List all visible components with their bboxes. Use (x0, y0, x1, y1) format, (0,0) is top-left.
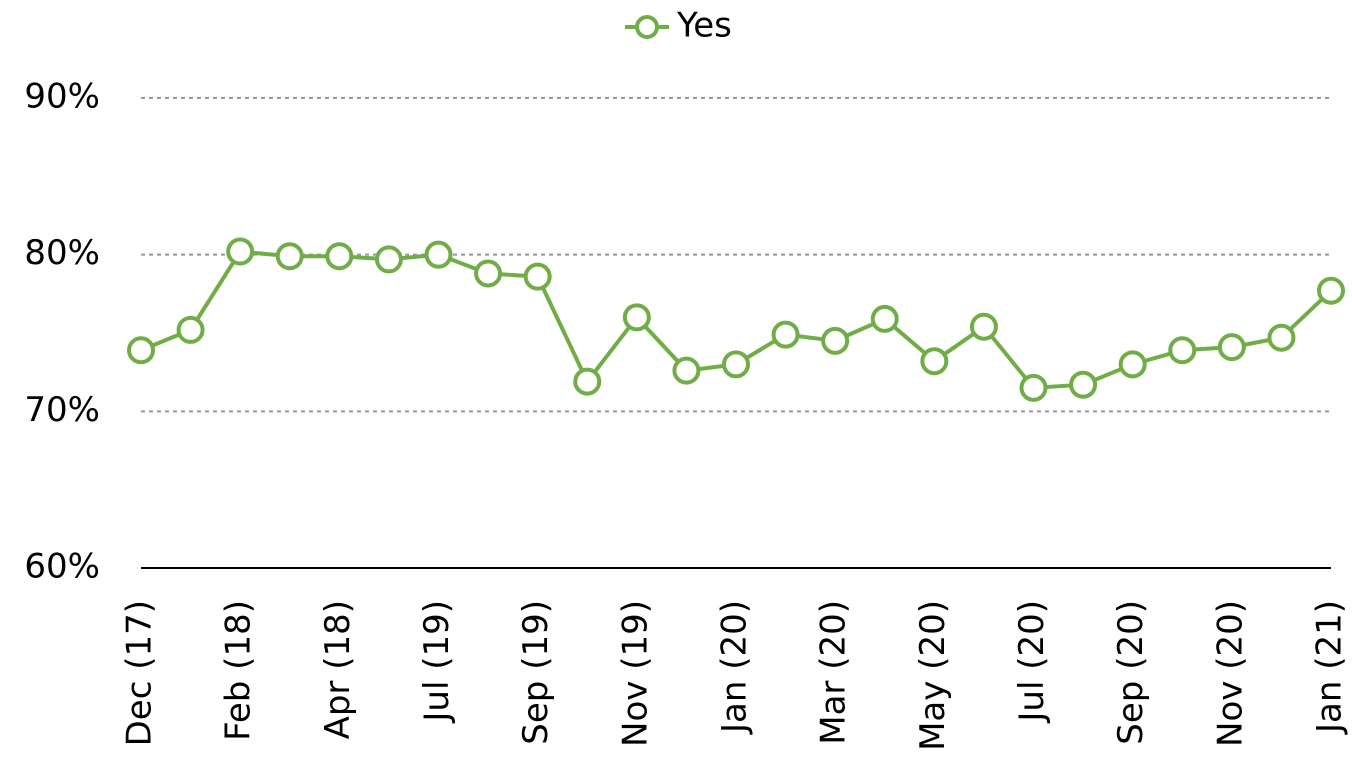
x-tick-label: Feb (18) (219, 600, 259, 741)
x-tick-label: Jul (19) (417, 600, 457, 724)
data-point (1019, 373, 1048, 402)
x-tick-label: Sep (20) (1111, 600, 1151, 745)
data-point (523, 262, 552, 291)
y-tick-label: 80% (24, 233, 100, 273)
x-tick-label: Jul (20) (1012, 600, 1052, 724)
data-point (1168, 336, 1197, 365)
data-point (771, 320, 800, 349)
x-tick-label: Sep (19) (516, 600, 556, 745)
y-tick-label: 90% (24, 77, 100, 117)
data-point (622, 303, 651, 332)
data-point (969, 312, 998, 341)
data-point (1069, 370, 1098, 399)
legend-label: Yes (676, 6, 732, 46)
data-point (870, 304, 899, 333)
x-tick-label: Dec (17) (120, 600, 160, 746)
data-point (127, 336, 155, 365)
data-point (275, 242, 304, 271)
data-point (474, 259, 503, 288)
data-point (722, 350, 750, 379)
data-point (176, 315, 205, 344)
data-point (1118, 350, 1147, 379)
y-tick-label: 60% (24, 547, 100, 587)
data-point (1217, 333, 1246, 362)
x-tick-label: Nov (19) (615, 600, 655, 747)
x-tick-label: Jan (21) (1310, 600, 1350, 735)
data-point (1267, 323, 1296, 352)
data-point (374, 245, 403, 274)
data-point (325, 242, 354, 271)
y-tick-label: 70% (24, 390, 100, 430)
legend-marker (635, 15, 659, 39)
x-tick-label: Jan (20) (715, 600, 755, 735)
data-point (920, 347, 949, 376)
x-tick-label: May (20) (913, 600, 953, 751)
data-point (226, 237, 255, 266)
data-point (573, 367, 602, 396)
data-point (672, 356, 701, 385)
x-tick-label: Nov (20) (1210, 600, 1250, 747)
data-point (821, 326, 850, 355)
data-point (1317, 276, 1345, 305)
x-tick-label: Mar (20) (814, 600, 854, 745)
x-tick-label: Apr (18) (318, 600, 358, 739)
data-point (424, 240, 453, 269)
